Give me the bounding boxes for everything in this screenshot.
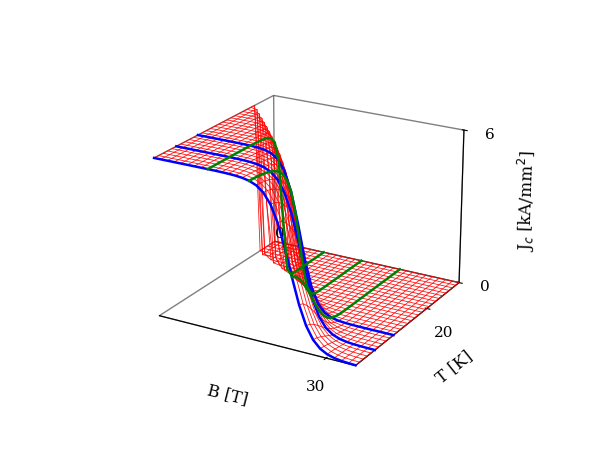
Y-axis label: T [K]: T [K] — [433, 347, 476, 387]
X-axis label: B [T]: B [T] — [206, 382, 250, 408]
